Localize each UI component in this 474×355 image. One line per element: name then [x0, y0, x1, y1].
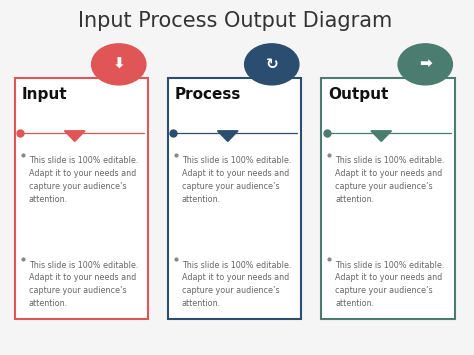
Text: This slide is 100% editable.
Adapt it to your needs and
capture your audience’s
: This slide is 100% editable. Adapt it to… [335, 261, 445, 308]
Text: ➡: ➡ [419, 57, 432, 72]
Circle shape [398, 44, 452, 85]
Circle shape [245, 44, 299, 85]
Text: This slide is 100% editable.
Adapt it to your needs and
capture your audience’s
: This slide is 100% editable. Adapt it to… [29, 156, 138, 204]
FancyBboxPatch shape [168, 78, 301, 319]
Text: This slide is 100% editable.
Adapt it to your needs and
capture your audience’s
: This slide is 100% editable. Adapt it to… [182, 261, 291, 308]
Text: ⬇: ⬇ [112, 57, 125, 72]
Text: Input: Input [22, 87, 67, 102]
FancyBboxPatch shape [321, 78, 455, 319]
Text: This slide is 100% editable.
Adapt it to your needs and
capture your audience’s
: This slide is 100% editable. Adapt it to… [29, 261, 138, 308]
Circle shape [91, 44, 146, 85]
Text: This slide is 100% editable.
Adapt it to your needs and
capture your audience’s
: This slide is 100% editable. Adapt it to… [182, 156, 291, 204]
Text: Output: Output [328, 87, 389, 102]
Text: Process: Process [175, 87, 241, 102]
FancyBboxPatch shape [15, 78, 148, 319]
Polygon shape [371, 131, 392, 141]
Text: This slide is 100% editable.
Adapt it to your needs and
capture your audience’s
: This slide is 100% editable. Adapt it to… [335, 156, 445, 204]
Text: Input Process Output Diagram: Input Process Output Diagram [78, 11, 392, 31]
Polygon shape [64, 131, 85, 141]
Polygon shape [218, 131, 238, 141]
Text: ↻: ↻ [265, 57, 278, 72]
